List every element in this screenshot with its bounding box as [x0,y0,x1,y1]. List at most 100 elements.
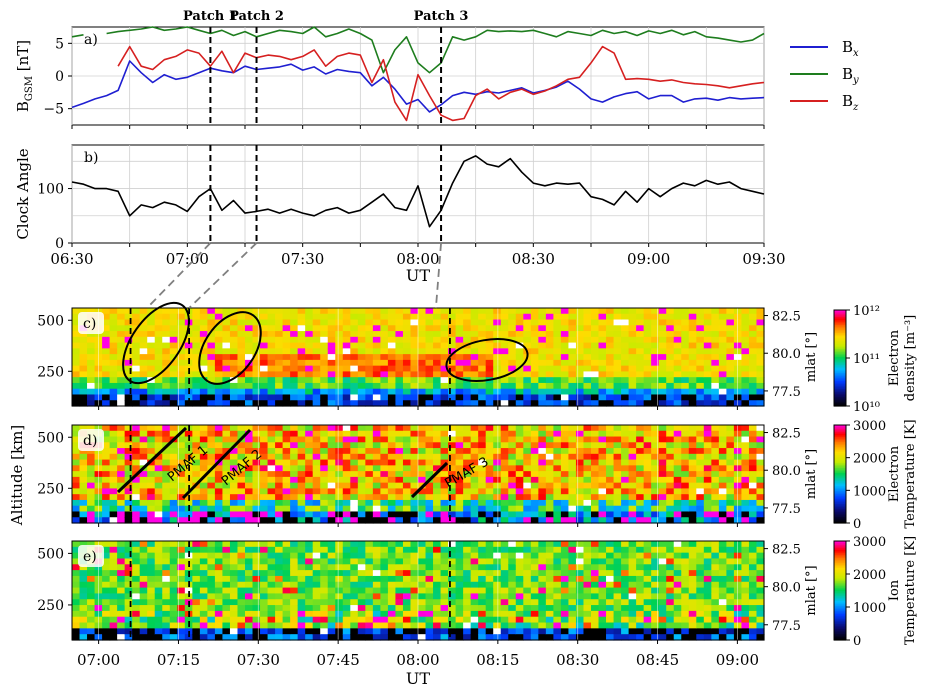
heatmap-cell [162,581,171,589]
heatmap-cell [87,517,96,524]
heatmap-cell [621,605,630,612]
heatmap-cell [703,505,712,513]
heatmap-cell [666,308,675,315]
heatmap-cell [568,313,577,321]
heatmap-cell [606,365,615,373]
heatmap-cell [418,494,427,501]
heatmap-cell [297,430,306,438]
heatmap-cell [493,342,502,349]
colorbar-step [834,310,846,313]
heatmap-cell [380,494,389,501]
heatmap-cell [372,511,381,518]
heatmap-cell [342,471,351,478]
heatmap-cell [433,476,442,484]
heatmap-cell [147,494,156,501]
heatmap-cell [613,482,622,490]
heatmap-cell [395,394,404,401]
heatmap-cell [320,494,329,501]
heatmap-cell [139,605,148,612]
heatmap-cell [515,552,524,560]
heatmap-cell [372,465,381,472]
heatmap-cell [696,459,705,466]
heatmap-cell [681,313,690,321]
heatmap-cell [229,394,239,401]
heatmap-cell [372,499,381,507]
heatmap-cell [267,558,276,565]
heatmap-cell [651,336,660,344]
heatmap-cell [455,616,464,624]
heatmap-cell [72,494,81,501]
heatmap-cell [350,634,359,641]
heatmap-cell [222,587,231,595]
heatmap-cell [350,371,359,378]
heatmap-cell [139,564,148,571]
heatmap-cell [545,400,554,407]
heatmap-cell [575,581,585,589]
heatmap-cell [132,593,141,600]
heatmap-cell [425,634,434,641]
heatmap-cell [598,394,607,401]
heatmap-cell [448,459,457,466]
heatmap-cell [621,331,630,338]
heatmap-cell [553,442,562,449]
heatmap-cell [515,448,524,455]
heatmap-cell [440,505,449,513]
heatmap-cell [267,382,276,390]
heatmap-cell [154,359,163,367]
heatmap-cell [591,388,600,396]
heatmap-cell [560,575,570,583]
heatmap-cell [372,436,381,443]
heatmap-cell [711,331,720,338]
heatmap-cell [440,465,449,472]
heatmap-cell [575,628,585,635]
heatmap-cell [154,552,163,560]
heatmap-cell [290,570,299,577]
heatmap-cell [87,465,96,472]
heatmap-cell [673,342,682,349]
heatmap-cell [688,453,697,461]
heatmap-cell [402,388,412,396]
heatmap-cell [455,325,464,332]
heatmap-cell [673,371,682,378]
heatmap-cell [305,471,314,478]
x-tick-label: 09:00 [627,250,670,268]
heatmap-cell [696,616,705,624]
heatmap-cell [154,319,163,326]
heatmap-cell [87,494,96,501]
heatmap-cell [252,325,261,332]
heatmap-cell [568,558,577,565]
heatmap-cell [192,382,201,390]
heatmap-cell [440,628,449,635]
heatmap-cell [199,605,208,612]
heatmap-cell [666,558,675,565]
heatmap-cell [222,505,231,513]
heatmap-cell [402,308,412,315]
heatmap-cell [184,575,193,583]
heatmap-cell [560,494,570,501]
heatmap-cell [666,587,675,595]
heatmap-cell [440,616,449,624]
heatmap-cell [575,365,585,373]
heatmap-cell [508,354,517,361]
heatmap-cell [282,342,291,349]
heatmap-cell [79,382,88,390]
heatmap-cell [733,425,743,432]
heatmap-cell [275,365,284,373]
heatmap-cell [214,336,224,344]
heatmap-cell [688,541,697,548]
colorbar-step [834,343,846,346]
heatmap-cell [733,371,743,378]
heatmap-cell [395,319,404,326]
heatmap-cell [169,319,178,326]
heatmap-cell [538,382,547,390]
heatmap-cell [147,570,156,577]
heatmap-cell [154,442,163,449]
heatmap-cell [222,430,231,438]
heatmap-cell [169,371,178,378]
right-axis-label: mlat [°] [804,449,819,499]
heatmap-cell [545,382,554,390]
heatmap-cell [245,319,254,326]
heatmap-cell [508,616,517,624]
heatmap-cell [636,313,645,321]
